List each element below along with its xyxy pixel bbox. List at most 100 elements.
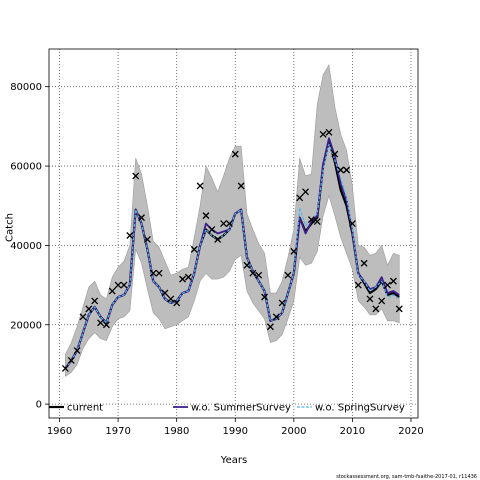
observed-point bbox=[266, 323, 274, 331]
observed-point-stroke bbox=[243, 261, 251, 269]
observed-point-stroke bbox=[272, 313, 280, 321]
observed-point bbox=[73, 347, 81, 355]
observed-point bbox=[225, 220, 233, 228]
observed-point-stroke bbox=[337, 166, 345, 174]
observed-point-stroke bbox=[249, 269, 257, 277]
observed-point bbox=[302, 188, 310, 196]
observed-point-stroke bbox=[360, 259, 368, 267]
observed-point bbox=[138, 214, 146, 222]
observed-point bbox=[360, 259, 368, 267]
observed-point-stroke bbox=[348, 220, 356, 228]
observed-point bbox=[91, 297, 99, 305]
legend-label: current bbox=[67, 403, 103, 414]
observed-point bbox=[296, 194, 304, 202]
observed-point bbox=[97, 319, 105, 327]
observed-point bbox=[179, 275, 187, 283]
observed-point bbox=[161, 289, 169, 297]
observed-point bbox=[114, 281, 122, 289]
observed-point bbox=[337, 166, 345, 174]
legend-item: w.o. SpringSurvey bbox=[297, 403, 405, 414]
observed-point-stroke bbox=[225, 220, 233, 228]
plot-frame bbox=[48, 48, 419, 419]
observed-point bbox=[290, 247, 298, 255]
observed-point-stroke bbox=[378, 297, 386, 305]
observed-point-stroke bbox=[184, 273, 192, 281]
observed-point bbox=[389, 277, 397, 285]
observed-point bbox=[102, 321, 110, 329]
y-tick-label: 0 bbox=[36, 400, 42, 411]
observed-point-stroke bbox=[296, 194, 304, 202]
observed-point-stroke bbox=[290, 247, 298, 255]
observed-point-stroke bbox=[278, 299, 286, 307]
observed-point-stroke bbox=[231, 150, 239, 158]
observed-point bbox=[237, 182, 245, 190]
observed-point-stroke bbox=[325, 128, 333, 136]
observed-point-stroke bbox=[61, 364, 69, 372]
x-tick-label: 1970 bbox=[105, 426, 130, 437]
observed-point-stroke bbox=[331, 150, 339, 158]
observed-point-stroke bbox=[79, 313, 87, 321]
observed-point bbox=[108, 287, 116, 295]
x-tick-label: 1990 bbox=[223, 426, 248, 437]
observed-point bbox=[243, 261, 251, 269]
observed-point-stroke bbox=[108, 287, 116, 295]
observed-point bbox=[348, 220, 356, 228]
observed-point bbox=[366, 295, 374, 303]
observed-point bbox=[149, 269, 157, 277]
observed-point-stroke bbox=[384, 281, 392, 289]
observed-point bbox=[343, 166, 351, 174]
observed-point bbox=[331, 150, 339, 158]
observed-point-stroke bbox=[143, 235, 151, 243]
observed-point-stroke bbox=[214, 235, 222, 243]
observed-point-stroke bbox=[179, 275, 187, 283]
x-tick-label: 1980 bbox=[164, 426, 189, 437]
observed-point bbox=[231, 150, 239, 158]
observed-point bbox=[196, 182, 204, 190]
x-tick-label: 1960 bbox=[47, 426, 72, 437]
observed-point bbox=[120, 281, 128, 289]
legend-item: current bbox=[49, 403, 103, 414]
observed-point-stroke bbox=[220, 220, 228, 228]
observed-point bbox=[313, 218, 321, 226]
observed-point bbox=[278, 299, 286, 307]
observed-point bbox=[319, 130, 327, 138]
observed-point bbox=[249, 269, 257, 277]
observed-point-stroke bbox=[138, 214, 146, 222]
observed-point-stroke bbox=[97, 319, 105, 327]
observed-point-stroke bbox=[284, 271, 292, 279]
observed-point-stroke bbox=[102, 321, 110, 329]
legend-item: w.o. SummerSurvey bbox=[173, 403, 291, 414]
observed-point-stroke bbox=[366, 295, 374, 303]
observed-point-stroke bbox=[167, 295, 175, 303]
series-lines bbox=[64, 137, 400, 370]
observed-point-stroke bbox=[302, 188, 310, 196]
legend: current w.o. SummerSurvey w.o. SpringSurve… bbox=[49, 403, 405, 414]
observed-point-stroke bbox=[67, 357, 75, 364]
legend-label: w.o. SpringSurvey bbox=[315, 403, 405, 414]
observed-point-stroke bbox=[114, 281, 122, 289]
observed-point-stroke bbox=[149, 269, 157, 277]
observed-point bbox=[384, 281, 392, 289]
observed-point bbox=[395, 305, 403, 313]
series-line-3 bbox=[64, 143, 400, 369]
observed-point-stroke bbox=[132, 172, 140, 180]
observed-point-stroke bbox=[190, 245, 198, 253]
observed-point-stroke bbox=[319, 130, 327, 138]
observed-point bbox=[126, 232, 134, 239]
observed-point-stroke bbox=[126, 232, 134, 239]
observed-point-stroke bbox=[73, 347, 81, 355]
observed-point-stroke bbox=[255, 271, 263, 279]
observed-point-stroke bbox=[173, 299, 181, 307]
observed-point bbox=[132, 172, 140, 180]
observed-point bbox=[220, 220, 228, 228]
observed-point-stroke bbox=[261, 293, 269, 301]
observed-point bbox=[173, 299, 181, 307]
credit-text: stockassessment.org, sam-tmb-fsaithe-201… bbox=[336, 474, 477, 480]
observed-point-stroke bbox=[202, 212, 210, 220]
observed-point-stroke bbox=[372, 305, 380, 313]
observed-point-stroke bbox=[91, 297, 99, 305]
observed-point bbox=[325, 128, 333, 136]
observed-point bbox=[255, 271, 263, 279]
observed-point-stroke bbox=[343, 166, 351, 174]
observed-point bbox=[67, 357, 75, 364]
